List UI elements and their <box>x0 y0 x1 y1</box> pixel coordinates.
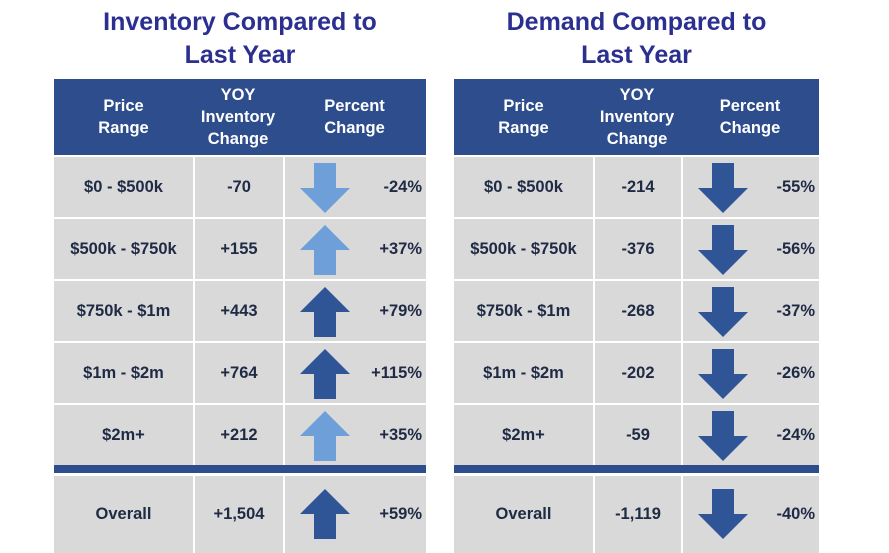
percent-change-value: -40% <box>776 505 815 523</box>
percent-change-value: -37% <box>776 301 815 320</box>
header-price-range: Price Range <box>498 97 549 137</box>
price-range-cell: $500k - $750k <box>70 239 177 258</box>
demand-title-line2: Last Year <box>581 41 692 69</box>
percent-change-value: +79% <box>379 301 422 320</box>
percent-change-cell: -26% <box>681 343 819 403</box>
inventory-table-header: Price Range YOY Inventory Change Percent… <box>54 79 426 155</box>
percent-change-value: -26% <box>776 363 815 382</box>
arrow-up-icon <box>300 489 350 539</box>
inventory-title-line2: Last Year <box>184 41 296 69</box>
percent-change-value: -55% <box>776 177 815 196</box>
yoy-change-cell: -59 <box>593 405 681 465</box>
yoy-change-cell: +443 <box>193 281 283 341</box>
table-row: $2m+ -59 -24% <box>454 405 819 465</box>
percent-change-cell: +35% <box>283 405 426 465</box>
arrow-down-icon <box>698 287 748 337</box>
table-row: $1m - $2m -202 -26% <box>454 343 819 403</box>
demand-overall-row: Overall -1,119 -40% <box>454 476 819 553</box>
percent-change-cell: -37% <box>681 281 819 341</box>
table-row: $0 - $500k -214 -55% <box>454 157 819 217</box>
inventory-divider <box>54 465 426 473</box>
demand-table-header: Price Range YOY Inventory Change Percent… <box>454 79 819 155</box>
price-range-cell: $2m+ <box>502 425 545 444</box>
percent-change-value: -56% <box>776 239 815 258</box>
header-percent-change: Percent Change <box>324 97 385 137</box>
table-row: $1m - $2m +764 +115% <box>54 343 426 403</box>
overall-yoy-change: +1,504 <box>193 476 283 553</box>
price-range-cell: $1m - $2m <box>83 363 164 382</box>
arrow-up-icon <box>300 349 350 399</box>
table-row: $500k - $750k -376 -56% <box>454 219 819 279</box>
price-range-cell: $1m - $2m <box>483 363 564 382</box>
arrow-down-icon <box>300 163 350 213</box>
demand-title-line1: Demand Compared to <box>506 8 767 36</box>
header-price-range: Price Range <box>98 97 149 137</box>
percent-change-cell: -55% <box>681 157 819 217</box>
yoy-change-cell: +212 <box>193 405 283 465</box>
percent-change-cell: +79% <box>283 281 426 341</box>
price-range-cell: $0 - $500k <box>84 177 163 196</box>
price-range-cell: $750k - $1m <box>476 301 571 320</box>
price-range-cell: $0 - $500k <box>484 177 563 196</box>
table-row: $0 - $500k -70 -24% <box>54 157 426 217</box>
arrow-down-icon <box>698 489 748 539</box>
inventory-title-line1: Inventory Compared to <box>103 8 377 36</box>
header-yoy-change: YOY Inventory Change <box>200 86 276 148</box>
table-row: $2m+ +212 +35% <box>54 405 426 465</box>
demand-panel: Demand Compared to Last Year Price Range… <box>454 0 819 553</box>
arrow-up-icon <box>300 225 350 275</box>
price-range-cell: $500k - $750k <box>470 239 577 258</box>
table-row: $750k - $1m -268 -37% <box>454 281 819 341</box>
arrow-down-icon <box>698 225 748 275</box>
percent-change-cell: +115% <box>283 343 426 403</box>
demand-rows: $0 - $500k -214 -55% $500k - $750k -376 -56% $… <box>454 157 819 467</box>
header-percent-change: Percent Change <box>719 97 781 137</box>
percent-change-cell: -24% <box>681 405 819 465</box>
table-row: $500k - $750k +155 +37% <box>54 219 426 279</box>
percent-change-value: -24% <box>776 425 815 444</box>
inventory-title: Inventory Compared to Last Year <box>54 0 426 78</box>
header-yoy-change: YOY Inventory Change <box>599 86 675 148</box>
yoy-change-cell: -376 <box>593 219 681 279</box>
yoy-change-cell: -70 <box>193 157 283 217</box>
percent-change-value: +115% <box>371 363 422 382</box>
price-range-cell: $750k - $1m <box>76 301 171 320</box>
demand-title: Demand Compared to Last Year <box>454 0 819 78</box>
inventory-panel: Inventory Compared to Last Year Price Ra… <box>54 0 426 553</box>
percent-change-cell: -40% <box>681 476 819 553</box>
yoy-change-cell: -202 <box>593 343 681 403</box>
arrow-down-icon <box>698 411 748 461</box>
overall-yoy-change: -1,119 <box>593 476 681 553</box>
percent-change-value: +59% <box>379 505 422 523</box>
overall-label: Overall <box>495 505 552 523</box>
percent-change-value: -24% <box>383 177 422 196</box>
percent-change-cell: -24% <box>283 157 426 217</box>
percent-change-cell: -56% <box>681 219 819 279</box>
percent-change-cell: +59% <box>283 476 426 553</box>
inventory-rows: $0 - $500k -70 -24% $500k - $750k +155 +37% $7… <box>54 157 426 467</box>
table-row: $750k - $1m +443 +79% <box>54 281 426 341</box>
arrow-up-icon <box>300 411 350 461</box>
overall-label: Overall <box>95 505 152 523</box>
percent-change-cell: +37% <box>283 219 426 279</box>
yoy-change-cell: +764 <box>193 343 283 403</box>
demand-divider <box>454 465 819 473</box>
inventory-overall-row: Overall +1,504 +59% <box>54 476 426 553</box>
yoy-change-cell: -268 <box>593 281 681 341</box>
yoy-change-cell: +155 <box>193 219 283 279</box>
price-range-cell: $2m+ <box>102 425 145 444</box>
arrow-up-icon <box>300 287 350 337</box>
arrow-down-icon <box>698 349 748 399</box>
percent-change-value: +35% <box>379 425 422 444</box>
percent-change-value: +37% <box>379 239 422 258</box>
arrow-down-icon <box>698 163 748 213</box>
yoy-change-cell: -214 <box>593 157 681 217</box>
